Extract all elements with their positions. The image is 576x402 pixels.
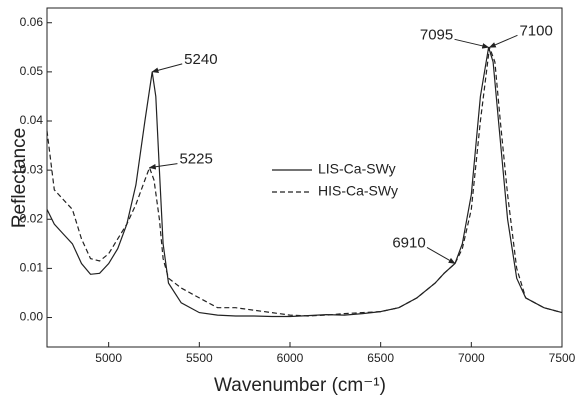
x-tick-label: 6000 bbox=[277, 351, 304, 365]
y-tick-label: 0.04 bbox=[20, 113, 44, 127]
y-tick-label: 0.05 bbox=[20, 64, 44, 78]
annotation-arrow bbox=[426, 247, 456, 264]
x-tick-label: 5500 bbox=[186, 351, 213, 365]
x-tick-label: 7000 bbox=[458, 351, 485, 365]
x-tick-label: 7500 bbox=[549, 351, 576, 365]
annotation-arrow bbox=[148, 163, 178, 170]
series-line bbox=[46, 47, 563, 317]
annotation-label: 5240 bbox=[184, 51, 217, 68]
y-tick-label: 0.03 bbox=[20, 162, 44, 176]
y-tick-label: 0.02 bbox=[20, 211, 44, 225]
annotation-arrow bbox=[151, 63, 183, 73]
x-tick-label: 6500 bbox=[367, 351, 394, 365]
annotation-label: 5225 bbox=[179, 151, 212, 168]
x-axis-title: Wavenumber (cm⁻¹) bbox=[214, 375, 386, 396]
y-tick-label: 0.00 bbox=[20, 310, 44, 324]
y-tick-label: 0.06 bbox=[20, 15, 44, 29]
annotation-arrow bbox=[488, 34, 518, 48]
annotation-arrow bbox=[454, 38, 490, 49]
legend-label: HIS-Ca-SWy bbox=[318, 183, 398, 199]
x-tick-label: 5000 bbox=[95, 351, 122, 365]
annotation-label: 6910 bbox=[392, 234, 425, 251]
legend-label: LIS-Ca-SWy bbox=[318, 161, 396, 177]
y-axis-title: Reflectance bbox=[9, 128, 30, 228]
plot-frame bbox=[46, 7, 563, 348]
annotation-label: 7095 bbox=[420, 26, 453, 43]
series-line bbox=[46, 47, 563, 318]
y-tick-label: 0.01 bbox=[20, 261, 44, 275]
annotation-label: 7100 bbox=[519, 22, 552, 39]
